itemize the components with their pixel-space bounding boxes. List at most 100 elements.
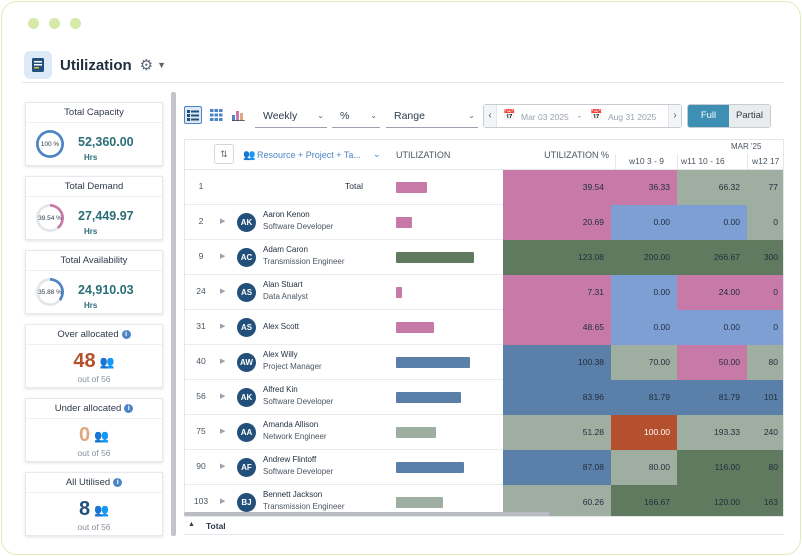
expand-row-icon[interactable]: ▶ <box>220 288 226 295</box>
column-header-utilization-pct[interactable]: UTILIZATION % <box>544 150 609 160</box>
table-row[interactable]: 103 ▶ BJ Bennett Jackson Transmission Engine… <box>185 485 783 516</box>
week-cell[interactable]: 163 <box>747 485 783 516</box>
week-cell[interactable]: 0.00 <box>677 310 747 345</box>
window-dot[interactable] <box>28 18 39 29</box>
week-cell[interactable]: 77 <box>747 170 783 205</box>
start-date[interactable]: Mar 03 2025 <box>521 112 569 122</box>
group-by-label[interactable]: Resource + Project + Ta... <box>257 150 361 160</box>
week-cell[interactable]: 200.00 <box>611 240 677 275</box>
resource-name[interactable]: Adam Caron <box>263 245 308 254</box>
expand-row-icon[interactable]: ▶ <box>220 498 226 505</box>
table-row[interactable]: 2 ▶ AK Aaron Kenon Software Developer 20.69 0.… <box>185 205 783 240</box>
week-header[interactable]: w12 17 <box>752 156 780 166</box>
resource-name[interactable]: Bennett Jackson <box>263 490 323 499</box>
resource-name[interactable]: Alfred Kin <box>263 385 298 394</box>
table-row[interactable]: 9 ▶ AC Adam Caron Transmission Engineer 123.0… <box>185 240 783 275</box>
column-header-utilization[interactable]: UTILIZATION <box>396 150 451 160</box>
expand-row-icon[interactable]: ▶ <box>220 358 226 365</box>
calendar-icon[interactable]: 📅 <box>590 110 603 121</box>
resource-name[interactable]: Alex Scott <box>263 322 300 331</box>
week-cell[interactable]: 0.00 <box>611 275 677 310</box>
total-row[interactable]: 1 Total 39.54 36.33 66.32 77 <box>185 170 783 205</box>
table-row[interactable]: 75 ▶ AA Amanda Allison Network Engineer 51.28… <box>185 415 783 450</box>
info-icon[interactable]: i <box>124 404 134 413</box>
week-header[interactable]: w11 10 - 16 <box>681 156 725 166</box>
utilization-pct-cell[interactable]: 60.26 <box>503 485 611 516</box>
table-row[interactable]: 56 ▶ AK Alfred Kin Software Developer 83.96 81… <box>185 380 783 415</box>
utilization-pct-cell[interactable]: 20.69 <box>503 205 611 240</box>
chevron-down-icon[interactable]: ⌄ <box>373 149 381 159</box>
week-cell[interactable]: 240 <box>747 415 783 450</box>
sort-icon[interactable]: ⇅ <box>214 144 234 164</box>
utilization-pct-cell[interactable]: 123.08 <box>503 240 611 275</box>
resource-name[interactable]: Alan Stuart <box>263 280 303 289</box>
utilization-pct-cell[interactable]: 87.08 <box>503 450 611 485</box>
expand-row-icon[interactable]: ▶ <box>220 218 226 225</box>
week-cell[interactable]: 81.79 <box>611 380 677 415</box>
window-dot[interactable] <box>49 18 60 29</box>
expand-row-icon[interactable]: ▶ <box>220 323 226 330</box>
week-cell[interactable]: 0 <box>747 205 783 240</box>
week-cell[interactable]: 193.33 <box>677 415 747 450</box>
under-allocated-card[interactable]: Under allocated i 0 👥 out of 56 <box>25 398 163 462</box>
end-date[interactable]: Aug 31 2025 <box>608 112 657 122</box>
utilization-pct-cell[interactable]: 83.96 <box>503 380 611 415</box>
range-select[interactable]: Range ⌄ <box>386 104 478 128</box>
week-cell[interactable]: 66.32 <box>677 170 747 205</box>
expand-row-icon[interactable]: ▶ <box>220 428 226 435</box>
resource-name[interactable]: Andrew Flintoff <box>263 455 317 464</box>
expand-row-icon[interactable]: ▶ <box>220 393 226 400</box>
calendar-icon[interactable]: 📅 <box>503 110 516 121</box>
week-cell[interactable]: 266.67 <box>677 240 747 275</box>
utilization-pct-cell[interactable]: 100.38 <box>503 345 611 380</box>
resource-name[interactable]: Alex Willy <box>263 350 298 359</box>
info-icon[interactable]: i <box>113 478 123 487</box>
table-row[interactable]: 24 ▶ AS Alan Stuart Data Analyst 7.31 0.00 24.0… <box>185 275 783 310</box>
gear-icon[interactable]: ⚙ <box>139 57 154 74</box>
week-cell[interactable]: 36.33 <box>611 170 677 205</box>
unit-select[interactable]: % ⌄ <box>332 104 380 128</box>
panel-scrollbar[interactable] <box>171 92 176 536</box>
period-select[interactable]: Weekly ⌄ <box>255 104 327 128</box>
utilization-pct-cell[interactable]: 7.31 <box>503 275 611 310</box>
week-cell[interactable]: 80 <box>747 345 783 380</box>
week-cell[interactable]: 80.00 <box>611 450 677 485</box>
table-row[interactable]: 31 ▶ AS Alex Scott 48.65 0.00 0.00 0 <box>185 310 783 345</box>
list-view-icon[interactable] <box>184 106 202 124</box>
week-cell[interactable]: 0 <box>747 310 783 345</box>
table-row[interactable]: 40 ▶ AW Alex Willy Project Manager 100.38 70.0… <box>185 345 783 380</box>
week-cell[interactable]: 101 <box>747 380 783 415</box>
over-allocated-card[interactable]: Over allocated i 48 👥 out of 56 <box>25 324 163 388</box>
week-cell[interactable]: 81.79 <box>677 380 747 415</box>
utilization-pct-cell[interactable]: 39.54 <box>503 170 611 205</box>
resource-name[interactable]: Amanda Allison <box>263 420 319 429</box>
week-cell[interactable]: 120.00 <box>677 485 747 516</box>
week-cell[interactable]: 116.00 <box>677 450 747 485</box>
full-toggle[interactable]: Full <box>688 105 729 127</box>
grid-view-icon[interactable] <box>207 106 225 124</box>
info-icon[interactable]: i <box>121 330 131 339</box>
window-dot[interactable] <box>70 18 81 29</box>
week-cell[interactable]: 0.00 <box>611 205 677 240</box>
week-cell[interactable]: 70.00 <box>611 345 677 380</box>
week-cell[interactable]: 50.00 <box>677 345 747 380</box>
week-cell[interactable]: 0.00 <box>611 310 677 345</box>
chevron-up-icon[interactable]: ▲ <box>188 521 195 528</box>
chevron-down-icon[interactable]: ▼ <box>157 60 167 70</box>
table-row[interactable]: 90 ▶ AF Andrew Flintoff Software Developer 87… <box>185 450 783 485</box>
utilization-pct-cell[interactable]: 48.65 <box>503 310 611 345</box>
week-cell[interactable]: 0 <box>747 275 783 310</box>
week-cell[interactable]: 0.00 <box>677 205 747 240</box>
expand-row-icon[interactable]: ▶ <box>220 253 226 260</box>
expand-row-icon[interactable]: ▶ <box>220 463 226 470</box>
resource-name[interactable]: Aaron Kenon <box>263 210 310 219</box>
prev-range-button[interactable]: ‹ <box>484 105 497 127</box>
utilization-pct-cell[interactable]: 51.28 <box>503 415 611 450</box>
week-cell[interactable]: 24.00 <box>677 275 747 310</box>
next-range-button[interactable]: › <box>668 105 681 127</box>
grid-horizontal-scrollbar[interactable] <box>184 512 550 516</box>
week-header[interactable]: w10 3 - 9 <box>629 156 664 166</box>
week-cell[interactable]: 300 <box>747 240 783 275</box>
all-utilised-card[interactable]: All Utilised i 8 👥 out of 56 <box>25 472 163 536</box>
week-cell[interactable]: 100.00 <box>611 415 677 450</box>
